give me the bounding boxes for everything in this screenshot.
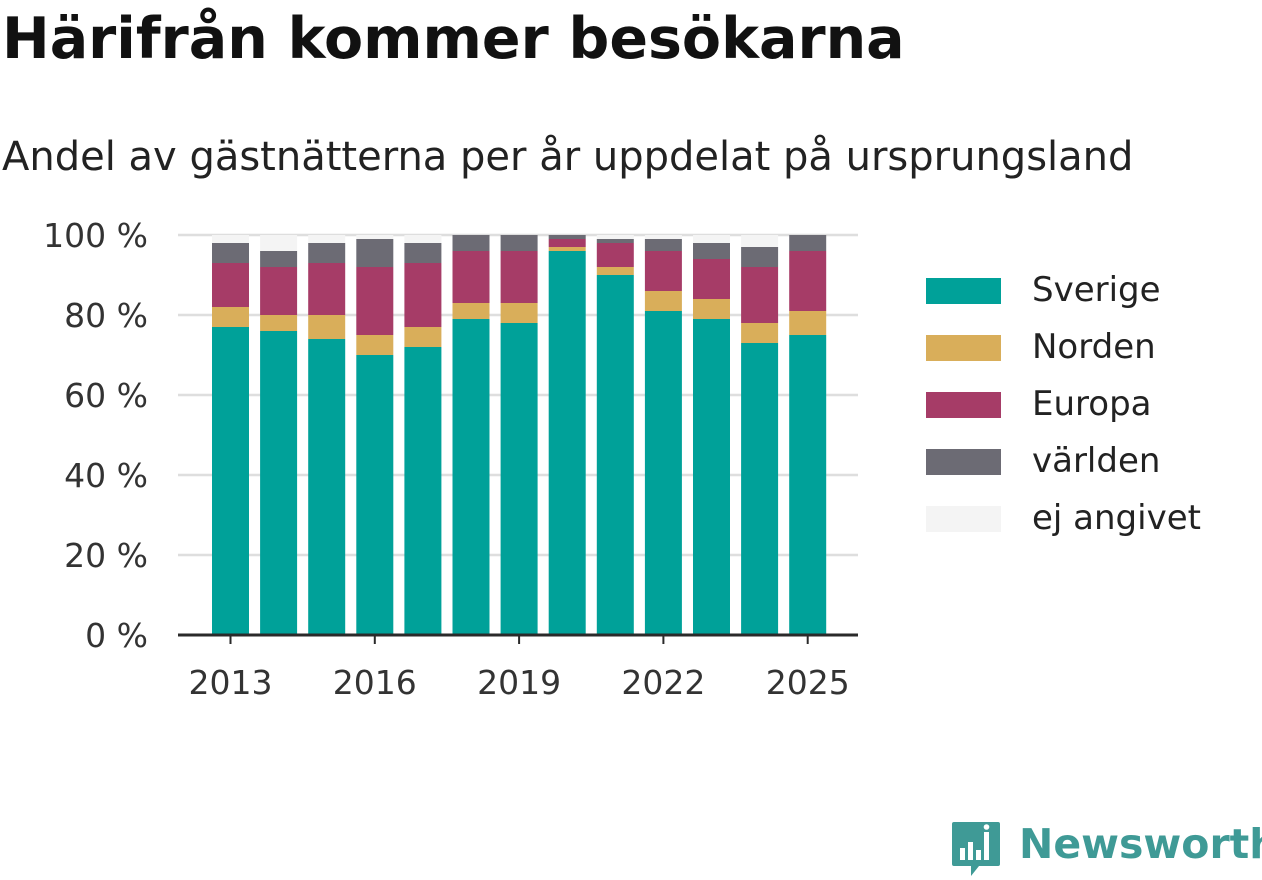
bar-segment [260, 331, 298, 635]
bar-segment [789, 311, 827, 335]
legend-swatch [926, 335, 1001, 361]
bar-segment [693, 319, 730, 635]
chart-title: Härifrån kommer besökarna [2, 6, 905, 72]
bar-segment [212, 307, 249, 327]
bar-segment [500, 303, 538, 323]
legend-swatch [926, 506, 1001, 532]
chart-subtitle: Andel av gästnätterna per år uppdelat på… [2, 134, 1134, 180]
bar-segment [741, 247, 779, 267]
bar-segment [308, 315, 346, 339]
bar-segment [500, 323, 538, 635]
axes [178, 633, 858, 644]
bar-segment [452, 235, 490, 251]
bar-segment [260, 251, 298, 267]
bar-segment [548, 239, 586, 247]
y-tick-label: 100 % [43, 216, 148, 255]
bar-segment [308, 263, 346, 315]
bar-segment [404, 347, 442, 635]
bar-segment [500, 251, 538, 303]
legend-label: Europa [1032, 384, 1152, 424]
bar-segment [644, 291, 682, 311]
bar-segment [693, 259, 730, 299]
bar-segment [789, 251, 827, 311]
legend-swatch [926, 449, 1001, 475]
bar-segment [212, 327, 249, 635]
bars [212, 235, 827, 635]
bar-segment [789, 235, 827, 251]
y-tick-label: 80 % [64, 296, 148, 335]
bar-segment [500, 235, 538, 251]
bar-segment [404, 235, 442, 243]
y-tick-label: 0 % [85, 616, 148, 655]
bar-segment [693, 235, 730, 243]
y-axis-tick-labels: 0 % 20 % 40 % 60 % 80 % 100 % [43, 216, 148, 655]
bar-segment [596, 275, 634, 635]
bar-segment [356, 355, 394, 635]
legend-swatch [926, 392, 1001, 418]
legend-label: ej angivet [1032, 498, 1201, 538]
bar-segment [741, 267, 779, 323]
bar-segment [548, 235, 586, 239]
bar-segment [644, 251, 682, 291]
y-tick-label: 20 % [64, 536, 148, 575]
x-tick-label: 2022 [621, 663, 705, 702]
bar-segment [741, 343, 779, 635]
legend-label: Norden [1032, 327, 1156, 367]
bar-segment [596, 243, 634, 267]
bar-segment [212, 243, 249, 263]
newsworthy-logo: Newsworthy [951, 818, 1262, 880]
brand-name: Newsworthy [1019, 820, 1262, 868]
bar-segment [356, 267, 394, 335]
bar-segment [260, 267, 298, 315]
bar-segment [452, 319, 490, 635]
bar-segment [548, 251, 586, 635]
bar-segment [644, 235, 682, 239]
bar-segment [644, 239, 682, 251]
y-tick-label: 40 % [64, 456, 148, 495]
x-tick-label: 2025 [766, 663, 850, 702]
bar-segment [452, 303, 490, 319]
bar-segment [789, 335, 827, 635]
legend-swatch [926, 278, 1001, 304]
bar-segment [308, 243, 346, 263]
bar-segment [404, 327, 442, 347]
bar-segment [596, 235, 634, 239]
bar-segment [404, 263, 442, 327]
bar-segment [644, 311, 682, 635]
bar-segment [212, 235, 249, 243]
bar-segment [308, 339, 346, 635]
bar-segment [452, 251, 490, 303]
bar-segment [693, 243, 730, 259]
x-tick-label: 2019 [477, 663, 561, 702]
x-tick-label: 2016 [333, 663, 417, 702]
x-tick-label: 2013 [189, 663, 273, 702]
y-tick-label: 60 % [64, 376, 148, 415]
x-axis-tick-labels: 2013 2016 2019 2022 2025 [189, 663, 850, 702]
bar-segment [596, 267, 634, 275]
bar-segment [356, 235, 394, 239]
legend-label: världen [1032, 441, 1161, 481]
bar-segment [548, 247, 586, 251]
bar-segment [356, 239, 394, 267]
newsworthy-logo-icon [952, 822, 1000, 876]
bar-segment [260, 315, 298, 331]
bar-segment [741, 235, 779, 247]
bar-segment [741, 323, 779, 343]
bar-segment [356, 335, 394, 355]
bar-segment [404, 243, 442, 263]
bar-segment [260, 235, 298, 251]
bar-segment [693, 299, 730, 319]
bar-segment [308, 235, 346, 243]
bar-segment [596, 239, 634, 243]
legend-label: Sverige [1032, 270, 1161, 310]
bar-segment [212, 263, 249, 307]
